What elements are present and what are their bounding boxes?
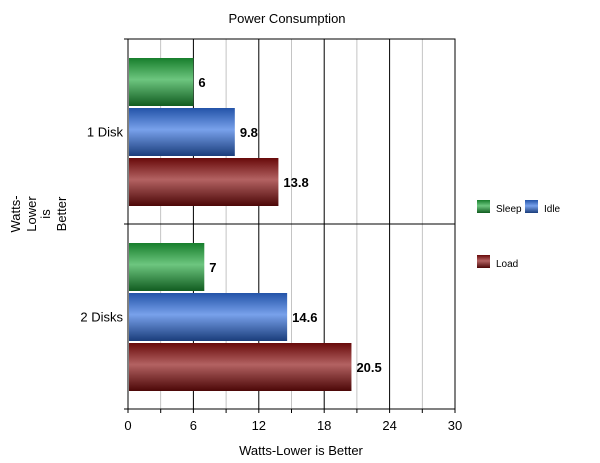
legend-swatch-idle [525,200,538,213]
category-labels: 1 Disk 2 Disks [80,125,123,325]
y-axis-title-line: Watts- [8,195,23,232]
bar-value-label: 6 [198,75,205,90]
bar-idle [129,108,235,156]
legend-label-load: Load [496,259,518,270]
x-tick-label: 30 [448,418,462,433]
y-axis-title-line: Better [54,196,69,231]
bar-value-label: 9.8 [240,125,258,140]
bar-value-label: 13.8 [283,175,308,190]
x-tick-label: 6 [190,418,197,433]
bar-value-label: 14.6 [292,310,317,325]
bar-value-label: 20.5 [356,360,381,375]
legend-label-idle: Idle [544,204,561,215]
y-axis-title: Watts-LowerisBetter [8,195,69,232]
x-axis-title: Watts-Lower is Better [239,443,363,458]
chart-title: Power Consumption [228,11,345,26]
bar-load [129,343,352,391]
legend-swatch-load [477,255,490,268]
y-axis-title-line: Lower [24,196,39,232]
x-tick-labels: 0 6 12 18 24 30 [124,418,462,433]
bar-value-label: 7 [209,260,216,275]
bar-sleep [129,58,194,106]
legend-swatch-sleep [477,200,490,213]
legend: Sleep Idle Load [477,200,561,270]
x-tick-label: 24 [382,418,396,433]
x-tick-label: 18 [317,418,331,433]
y-axis-title-text: Watts-LowerisBetter [8,195,69,232]
category-label: 1 Disk [87,125,124,140]
x-tick-label: 0 [124,418,131,433]
bars-group: 6 9.8 13.8 7 14.6 20.5 [129,58,382,391]
bar-idle [129,293,288,341]
x-tick-label: 12 [252,418,266,433]
axes [124,38,456,413]
y-axis-title-line: is [38,209,53,219]
category-label: 2 Disks [80,310,123,325]
bar-sleep [129,243,205,291]
legend-label-sleep: Sleep [496,204,522,215]
bar-load [129,158,279,206]
